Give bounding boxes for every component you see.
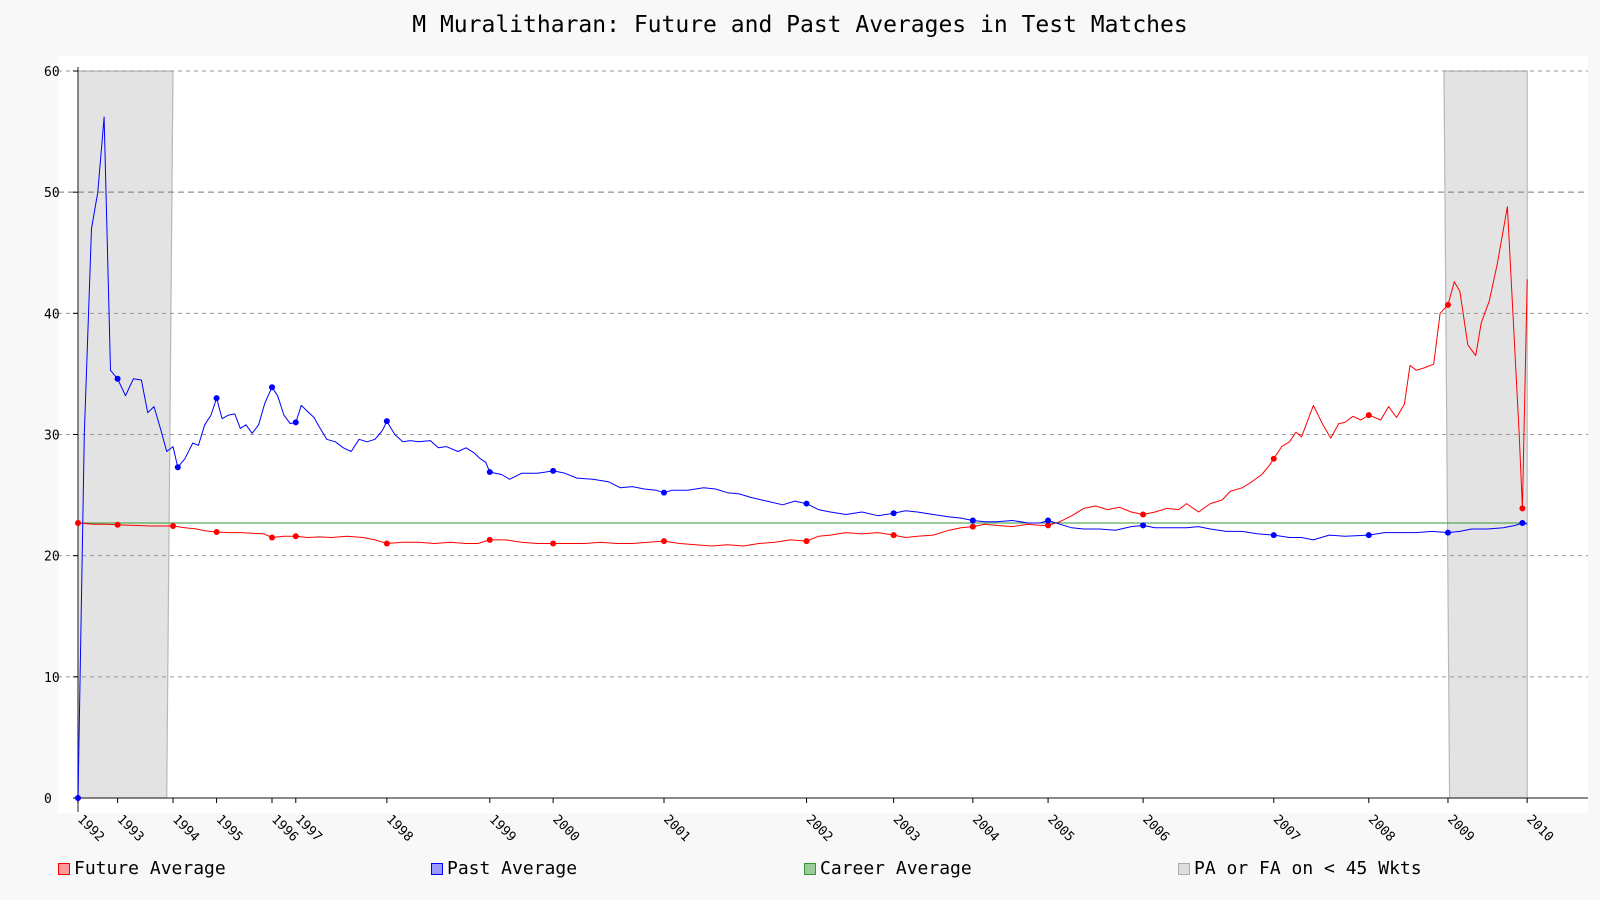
- series-1-point-14: [1140, 522, 1147, 529]
- series-0-point-18: [1519, 505, 1526, 512]
- series-line-1: [77, 116, 1528, 799]
- series-1-point-8: [550, 467, 557, 474]
- x-tick-label-1: 1993: [114, 812, 147, 845]
- x-tick-label-10: 2002: [803, 812, 836, 845]
- x-tick-label-17: 2009: [1444, 812, 1477, 845]
- x-tick-label-7: 1999: [486, 812, 519, 845]
- series-0-point-2: [170, 522, 177, 529]
- legend-item-1: Past Average: [431, 858, 577, 879]
- series-0-point-11: [890, 532, 897, 539]
- y-tick-label-20: 20: [44, 550, 60, 565]
- series-1-point-18: [1519, 519, 1526, 526]
- series-0-point-12: [969, 523, 976, 530]
- series-0-point-15: [1270, 455, 1277, 462]
- y-tick-label-40: 40: [44, 307, 60, 322]
- x-tick-label-12: 2004: [969, 812, 1002, 845]
- legend-label-0: Future Average: [74, 858, 226, 879]
- x-tick-label-11: 2003: [890, 812, 923, 845]
- legend-label-1: Past Average: [447, 858, 578, 879]
- x-tick-label-9: 2001: [660, 812, 693, 845]
- series-1-point-9: [661, 489, 667, 496]
- x-tick-label-8: 2000: [549, 812, 582, 845]
- x-tick-label-16: 2008: [1365, 812, 1398, 845]
- plot-background: [58, 56, 1588, 813]
- x-tick-label-14: 2006: [1139, 812, 1172, 845]
- series-1-point-5: [292, 419, 299, 426]
- series-0-point-3: [213, 529, 220, 536]
- series-1-point-6: [383, 418, 390, 425]
- series-1-point-11: [890, 510, 897, 517]
- legend-swatch-3: [1178, 862, 1190, 875]
- series-1-point-7: [486, 469, 493, 476]
- series-0-point-16: [1365, 412, 1372, 419]
- series-0-point-17: [1444, 301, 1451, 308]
- y-tick-label-0: 0: [44, 792, 52, 807]
- x-tick-label-18: 2010: [1523, 812, 1556, 845]
- chart-title: M Muralitharan: Future and Past Averages…: [412, 12, 1188, 38]
- series-1-point-3: [213, 395, 220, 402]
- series-1-point-10: [803, 500, 810, 507]
- x-tick-label-6: 1998: [383, 812, 416, 845]
- y-tick-label-30: 30: [44, 429, 60, 444]
- series-0-point-0: [75, 519, 81, 526]
- series-1-point-15: [1270, 532, 1277, 539]
- legend-swatch-0: [58, 862, 70, 875]
- x-tick-label-0: 1992: [74, 812, 107, 845]
- legend-swatch-2: [804, 862, 816, 875]
- legend-label-3: PA or FA on < 45 Wkts: [1194, 858, 1422, 879]
- series-0-point-8: [550, 540, 557, 547]
- series-0-point-14: [1140, 511, 1147, 518]
- legend: Future Average Past Average Career Average…: [58, 858, 1598, 884]
- series-1-point-17: [1444, 529, 1451, 536]
- legend-item-3: PA or FA on < 45 Wkts: [1178, 858, 1422, 879]
- x-tick-label-4: 1996: [268, 812, 301, 845]
- series-1-point-16: [1365, 532, 1372, 539]
- y-tick-label-50: 50: [44, 186, 60, 201]
- series-line-0: [77, 206, 1528, 547]
- y-tick-label-10: 10: [44, 671, 60, 686]
- series-1-point-13: [1045, 517, 1052, 524]
- series-0-point-9: [661, 538, 667, 545]
- series-0-point-13: [1045, 522, 1052, 529]
- series-0-point-4: [269, 534, 276, 541]
- legend-swatch-1: [431, 862, 443, 875]
- series-0-point-10: [803, 538, 810, 545]
- x-tick-label-5: 1997: [292, 812, 325, 845]
- x-tick-label-15: 2007: [1270, 812, 1303, 845]
- x-tick-label-3: 1995: [213, 812, 246, 845]
- series-1-point-4: [269, 384, 276, 391]
- series-0-point-6: [383, 540, 390, 547]
- x-tick-label-13: 2005: [1044, 812, 1077, 845]
- series-0-point-1: [114, 521, 121, 528]
- series-1-point-1: [114, 375, 121, 382]
- x-tick-label-2: 1994: [169, 812, 202, 845]
- legend-item-0: Future Average: [58, 858, 226, 879]
- series-1-point-2: [174, 464, 181, 471]
- series-0-point-7: [486, 536, 493, 543]
- series-1-point-0: [75, 795, 81, 801]
- series-1-point-12: [969, 517, 976, 524]
- y-tick-label-60: 60: [44, 65, 60, 80]
- series-0-point-5: [292, 533, 299, 540]
- legend-item-2: Career Average: [804, 858, 972, 879]
- legend-label-2: Career Average: [820, 858, 972, 879]
